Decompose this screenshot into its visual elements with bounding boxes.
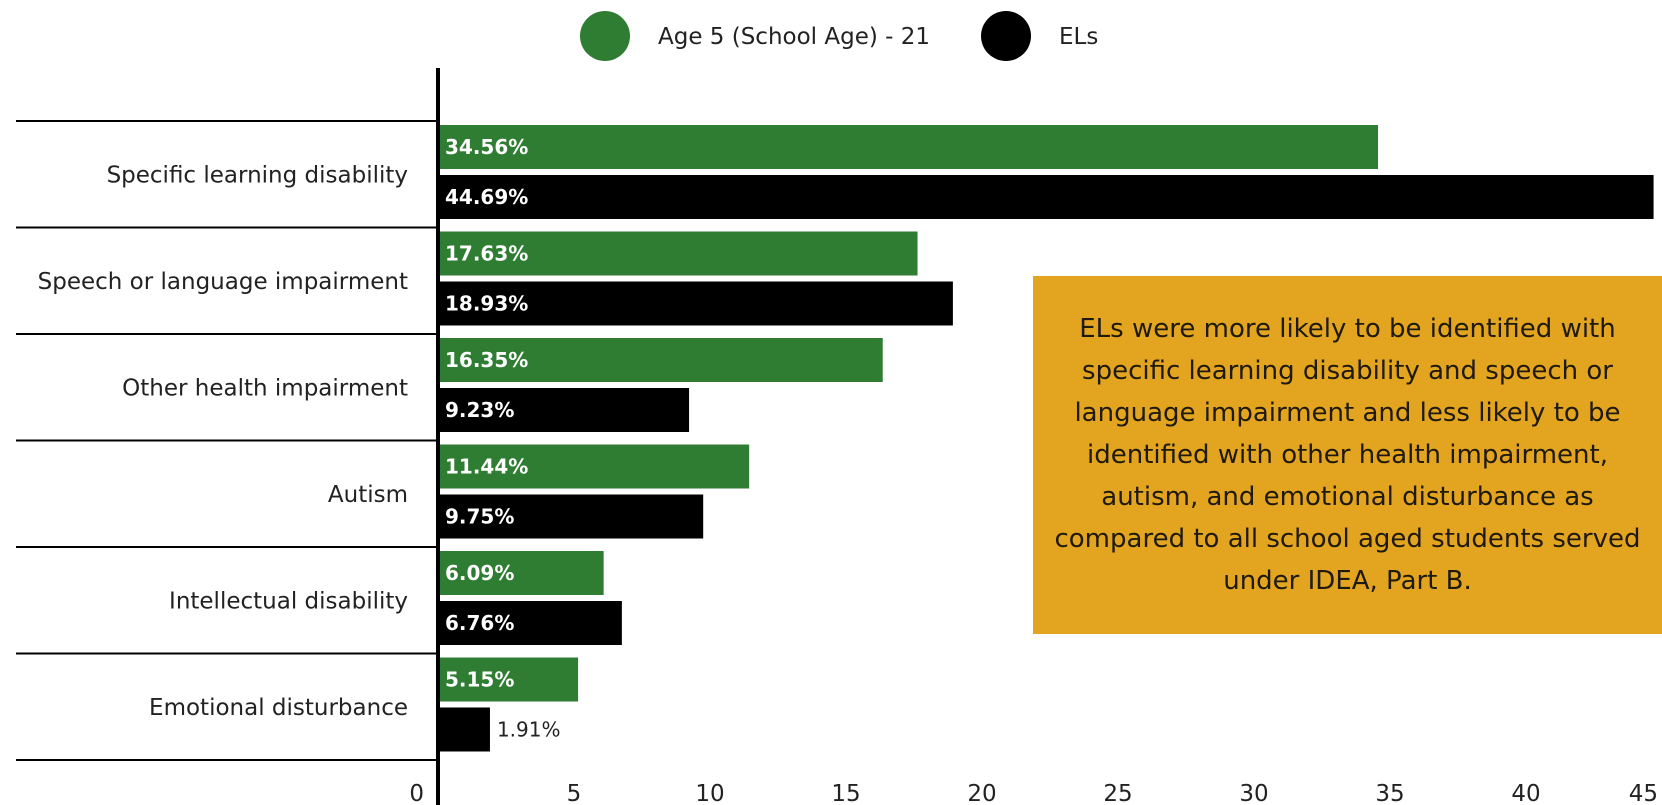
bar-els — [438, 601, 622, 645]
x-tick-label: 45 — [1629, 781, 1658, 805]
bar-value-label: 18.93% — [445, 292, 528, 316]
bar-school-age — [438, 231, 918, 276]
bar-value-label: 11.44% — [445, 455, 528, 479]
bar-value-label: 34.56% — [445, 135, 528, 159]
bar-value-label: 16.35% — [445, 348, 528, 372]
x-tick-label: 0 — [409, 781, 424, 805]
bar-value-label: 6.09% — [445, 561, 514, 585]
bar-school-age — [438, 551, 604, 595]
x-tick-label: 40 — [1511, 781, 1540, 805]
x-tick-label: 35 — [1375, 781, 1404, 805]
chart-legend: Age 5 (School Age) - 21 ELs — [580, 11, 1098, 61]
legend-swatch-els — [981, 11, 1031, 61]
bar-els — [438, 707, 490, 752]
bar-els — [438, 494, 704, 539]
x-tick-label: 15 — [831, 781, 860, 805]
category-label: Speech or language impairment — [38, 269, 408, 295]
bar-value-label: 9.23% — [445, 398, 514, 422]
bar-school-age — [438, 338, 883, 382]
category-label: Autism — [328, 482, 408, 508]
x-tick-label: 10 — [695, 781, 724, 805]
bar-school-age — [438, 125, 1379, 169]
x-axis-tick-labels: 0 5 10 15 20 25 30 35 40 45 — [409, 781, 1658, 805]
bar-value-label: 5.15% — [445, 668, 514, 692]
category-separators — [16, 120, 438, 761]
legend-label-school-age: Age 5 (School Age) - 21 — [658, 24, 930, 50]
bar-value-labels: 34.56% 44.69% 17.63% 18.93% 16.35% 9.23% 11.44… — [445, 135, 560, 742]
legend-label-els: ELs — [1059, 24, 1098, 50]
bar-value-label: 44.69% — [445, 185, 528, 209]
bars — [438, 125, 1654, 752]
category-label: Emotional disturbance — [149, 695, 408, 721]
x-tick-label: 25 — [1103, 781, 1132, 805]
legend-swatch-school-age — [580, 11, 630, 61]
bar-school-age — [438, 657, 579, 702]
bar-els — [438, 175, 1654, 219]
annotation-callout: ELs were more likely to be identified wi… — [1033, 276, 1662, 634]
x-tick-label: 5 — [567, 781, 582, 805]
category-label: Other health impairment — [122, 375, 408, 401]
bar-value-label: 1.91% — [497, 718, 561, 742]
bar-els — [438, 388, 690, 432]
bar-value-label: 9.75% — [445, 505, 514, 529]
bar-value-label: 6.76% — [445, 611, 514, 635]
category-label: Intellectual disability — [169, 588, 408, 614]
category-labels: Specific learning disability Speech or la… — [38, 162, 408, 721]
bar-school-age — [438, 444, 750, 489]
bar-value-label: 17.63% — [445, 242, 528, 266]
bar-els — [438, 281, 953, 326]
x-tick-label: 30 — [1239, 781, 1268, 805]
category-label: Specific learning disability — [107, 162, 408, 188]
x-tick-label: 20 — [967, 781, 996, 805]
